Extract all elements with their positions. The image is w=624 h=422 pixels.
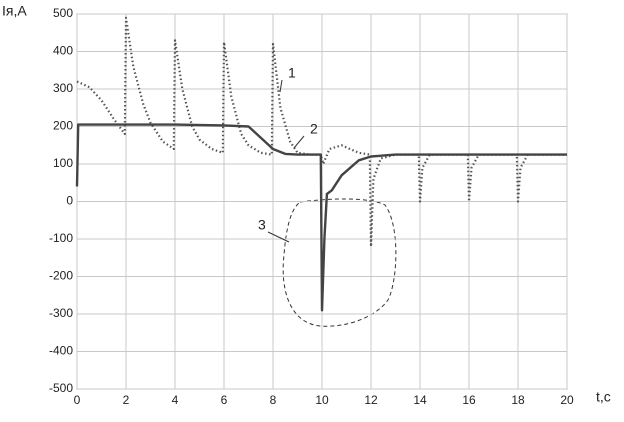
x-tick-label: 8 <box>270 393 277 407</box>
y-tick-label: 200 <box>53 119 73 133</box>
y-axis-label: Iя,A <box>2 3 27 19</box>
y-tick-label: 300 <box>53 81 73 95</box>
label-leader <box>293 135 305 149</box>
x-tick-label: 0 <box>74 393 81 407</box>
y-tick-label: 400 <box>53 44 73 58</box>
series-label: 2 <box>310 121 318 137</box>
y-tick-label: 100 <box>53 156 73 170</box>
label-leader <box>279 79 283 93</box>
y-tick-label: -100 <box>49 231 73 245</box>
x-tick-label: 20 <box>560 393 574 407</box>
x-tick-label: 10 <box>315 393 329 407</box>
y-tick-label: -400 <box>49 344 73 358</box>
x-tick-label: 14 <box>413 393 427 407</box>
x-tick-label: 12 <box>364 393 378 407</box>
x-tick-label: 6 <box>221 393 228 407</box>
series-line <box>76 16 567 248</box>
y-tick-label: -200 <box>49 269 73 283</box>
highlight-region <box>282 198 397 327</box>
y-tick-label: -300 <box>49 306 73 320</box>
annotation-leader <box>267 231 290 243</box>
y-tick-label: 0 <box>66 194 73 208</box>
x-axis-label: t,c <box>596 389 611 405</box>
y-tick-label: -500 <box>49 381 73 395</box>
series-line <box>75 123 567 312</box>
x-tick-label: 18 <box>511 393 525 407</box>
y-tick-label: 500 <box>53 6 73 20</box>
x-tick-label: 4 <box>172 393 179 407</box>
x-tick-label: 2 <box>123 393 130 407</box>
x-tick-label: 16 <box>462 393 476 407</box>
series-label: 1 <box>288 65 296 81</box>
annotation: 3 <box>258 217 266 233</box>
